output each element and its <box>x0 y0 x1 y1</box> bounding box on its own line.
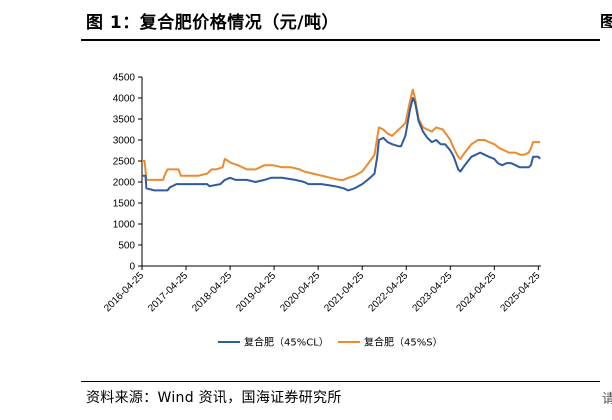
y-axis: 0 500 1000 1500 2000 2500 3000 3500 4000 4500 <box>113 73 143 273</box>
legend-item-45cl-label: 复合肥（45%CL） <box>244 336 329 349</box>
series-line-45cl <box>142 97 541 192</box>
x-tick-label: 2022-04-25 <box>366 270 410 314</box>
y-tick-label: 4500 <box>113 73 136 84</box>
x-tick-label: 2017-04-25 <box>146 270 190 314</box>
x-tick-label: 2016-04-25 <box>102 270 146 314</box>
x-tick-label: 2020-04-25 <box>278 270 322 314</box>
source-rule <box>81 381 600 382</box>
legend: 复合肥（45%CL） 复合肥（45%S） <box>218 336 443 349</box>
x-tick-label: 2021-04-25 <box>322 270 366 314</box>
adjacent-text-fragment: 请 <box>602 392 612 404</box>
chart: 0 500 1000 1500 2000 2500 3000 3500 4000 4500 201… <box>102 73 543 349</box>
legend-item-45s-label: 复合肥（45%S） <box>364 336 443 349</box>
y-tick-label: 1000 <box>113 220 136 231</box>
x-tick-label: 2023-04-25 <box>410 270 454 314</box>
series-line-45s <box>142 88 541 181</box>
y-tick-label: 500 <box>118 241 135 252</box>
x-axis: 2016-04-25 2017-04-25 2018-04-25 2019-04-25… <box>102 265 543 314</box>
y-tick-label: 4000 <box>113 94 136 105</box>
y-tick-label: 2500 <box>113 157 136 168</box>
y-tick-label: 1500 <box>113 199 136 210</box>
series-layer <box>142 88 541 192</box>
x-tick-label: 2025-04-25 <box>499 270 543 314</box>
x-tick-label: 2019-04-25 <box>234 270 278 314</box>
figure-title: 图 1：复合肥价格情况（元/吨） <box>86 13 339 33</box>
y-tick-label: 0 <box>129 262 135 273</box>
y-tick-label: 2000 <box>113 178 136 189</box>
y-tick-label: 3000 <box>113 136 136 147</box>
x-tick-label: 2018-04-25 <box>190 270 234 314</box>
x-tick-label: 2024-04-25 <box>454 270 498 314</box>
adjacent-figure-title-fragment: 图 <box>600 13 612 28</box>
source-note: 资料来源：Wind 资讯，国海证券研究所 <box>86 390 342 406</box>
title-rule <box>81 39 600 41</box>
y-tick-label: 3500 <box>113 115 136 126</box>
